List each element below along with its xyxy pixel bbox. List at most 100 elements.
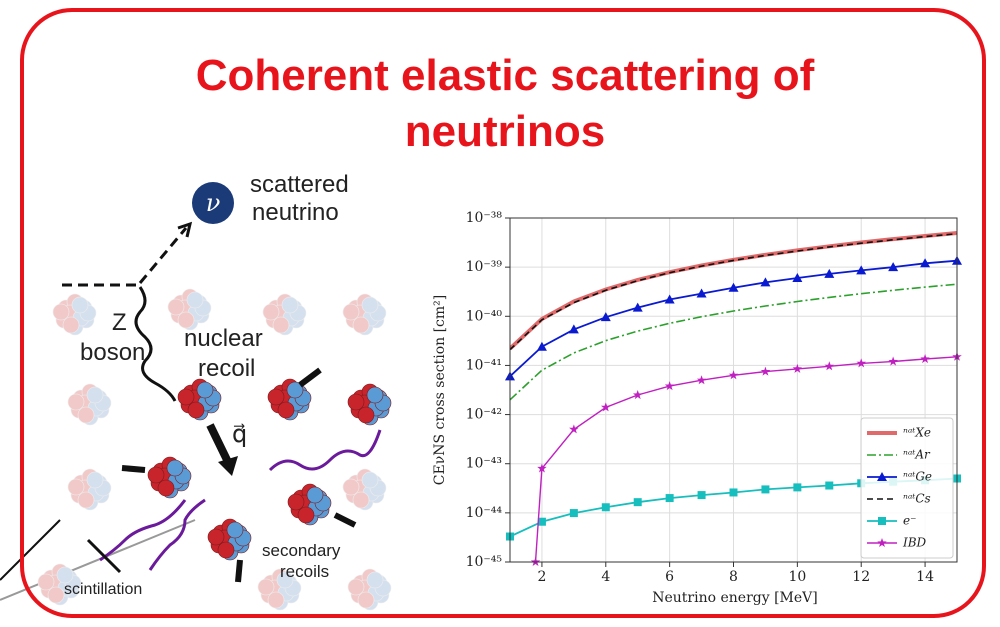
legend-label: ⁿᵃᵗXe: [903, 426, 931, 440]
arrow-head: [218, 456, 238, 476]
diagram: ν scattered neutrino Z boson nuclear rec…: [38, 171, 391, 610]
nucleon: [307, 487, 323, 503]
marker: [878, 517, 886, 525]
nucleon: [188, 402, 204, 418]
x-tick-label: 12: [852, 569, 870, 585]
nucleon: [68, 479, 84, 495]
y-tick-label: 10⁻⁴¹: [466, 357, 502, 373]
nucleon: [273, 317, 289, 333]
recoil-arrow: [122, 468, 145, 470]
legend-label: ⁿᵃᵗCs: [903, 492, 931, 506]
recoil-arrow: [238, 560, 240, 582]
nucleon: [258, 579, 274, 595]
nucleon: [348, 579, 364, 595]
x-tick-label: 4: [601, 569, 610, 585]
neutrino-symbol: ν: [206, 189, 221, 217]
y-axis-label: CEνNS cross section [cm²]: [432, 295, 448, 485]
detector-mark: [88, 540, 120, 572]
marker: [666, 494, 674, 502]
marker: [634, 498, 642, 506]
slide: ν scattered neutrino Z boson nuclear rec…: [0, 0, 1000, 627]
y-tick-label: 10⁻³⁹: [466, 259, 503, 275]
marker: [602, 503, 610, 511]
label: Z: [112, 309, 127, 336]
nucleon: [343, 479, 359, 495]
nucleon: [358, 592, 374, 608]
x-tick-label: 14: [916, 569, 934, 585]
marker: [761, 485, 769, 493]
x-tick-label: 6: [665, 569, 674, 585]
nucleon: [68, 394, 84, 410]
legend-label: IBD: [902, 536, 927, 550]
legend-label: ⁿᵃᵗGe: [903, 470, 932, 484]
label: boson: [80, 339, 145, 366]
label: scattered: [250, 171, 349, 198]
nucleon: [362, 297, 378, 313]
nucleon: [278, 402, 294, 418]
nucleon: [227, 522, 243, 538]
x-tick-label: 10: [788, 569, 806, 585]
nucleon: [282, 297, 298, 313]
legend-label: e⁻: [903, 514, 916, 528]
nucleon: [168, 299, 184, 315]
legend-label: ⁿᵃᵗAr: [903, 448, 931, 462]
nucleon: [358, 407, 374, 423]
nucleon: [87, 472, 103, 488]
x-axis-label: Neutrino energy [MeV]: [652, 590, 818, 606]
nucleon: [63, 317, 79, 333]
nucleon: [353, 492, 369, 508]
nucleon: [268, 592, 284, 608]
x-tick-label: 8: [729, 569, 738, 585]
nucleon: [53, 304, 69, 320]
y-tick-label: 10⁻⁴³: [466, 456, 502, 472]
nucleon: [298, 507, 314, 523]
marker: [825, 482, 833, 490]
nucleon: [38, 574, 54, 590]
label: q⃗: [232, 421, 247, 448]
nucleon: [268, 389, 284, 405]
nucleon: [72, 297, 88, 313]
y-tick-label: 10⁻⁴⁵: [466, 554, 503, 570]
nucleon: [288, 494, 304, 510]
label: neutrino: [252, 199, 339, 226]
nucleon: [367, 387, 383, 403]
nucleon: [187, 292, 203, 308]
nucleon: [353, 317, 369, 333]
marker: [793, 483, 801, 491]
nucleon: [178, 389, 194, 405]
label: scintillation: [64, 581, 142, 598]
chart: Neutrino energy [MeV] CEνNS cross sectio…: [432, 210, 962, 606]
nucleon: [348, 394, 364, 410]
nucleon: [218, 542, 234, 558]
photon: [270, 430, 380, 470]
x-tick-label: 2: [537, 569, 546, 585]
label: secondary: [262, 541, 341, 560]
label: recoils: [280, 562, 329, 581]
nucleon: [167, 460, 183, 476]
nucleon: [367, 572, 383, 588]
nucleon: [362, 472, 378, 488]
y-tick-label: 10⁻³⁸: [466, 210, 503, 226]
recoil-arrow: [300, 370, 320, 385]
recoil-arrow: [210, 425, 228, 462]
marker: [730, 488, 738, 496]
nucleon: [48, 587, 64, 603]
nucleon: [263, 304, 279, 320]
neutrino-out: [140, 228, 186, 283]
nucleon: [87, 387, 103, 403]
nucleon: [343, 304, 359, 320]
nucleon: [208, 529, 224, 545]
nucleon: [78, 407, 94, 423]
nucleon: [78, 492, 94, 508]
label: recoil: [198, 355, 255, 382]
marker: [570, 509, 578, 517]
recoil-arrow: [335, 515, 355, 525]
marker: [698, 491, 706, 499]
slide-title: Coherent elastic scattering of neutrinos: [95, 48, 915, 160]
label: nuclear: [184, 325, 263, 352]
y-tick-label: 10⁻⁴²: [466, 407, 502, 423]
nucleon: [148, 467, 164, 483]
nucleon: [158, 480, 174, 496]
y-tick-label: 10⁻⁴⁴: [466, 505, 503, 521]
y-tick-label: 10⁻⁴⁰: [466, 308, 503, 324]
